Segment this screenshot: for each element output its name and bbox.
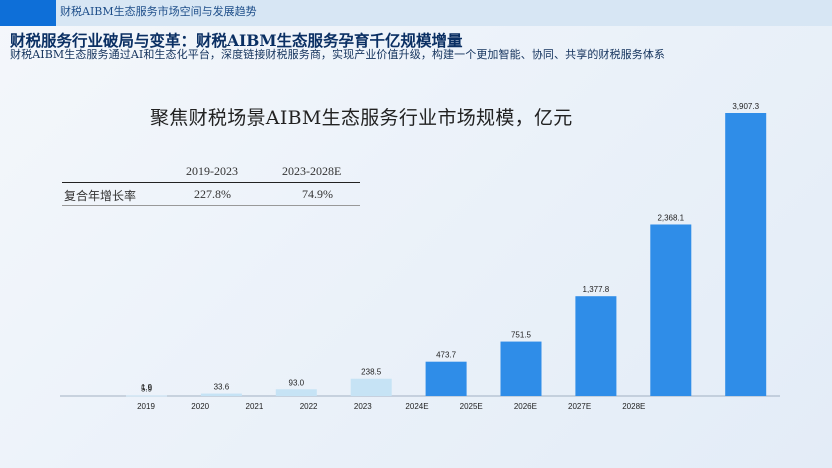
bar <box>650 224 692 396</box>
bar-value-label: 2,368.1 <box>657 213 684 222</box>
bar-value-label: 1.9 <box>141 383 153 392</box>
cagr-value: 227.8% <box>194 187 231 201</box>
bar-value-label: 5.9 <box>141 385 153 394</box>
bar-value-label: 93.0 <box>289 378 305 387</box>
x-tick-label: 2027E <box>568 402 591 411</box>
x-tick-label: 2024E <box>405 402 428 411</box>
bar-value-label: 3,907.3 <box>732 102 759 111</box>
bar <box>575 296 617 396</box>
x-tick-label: 2025E <box>460 402 483 411</box>
bar <box>126 395 167 397</box>
cagr-row-label: 复合年增长率 <box>64 189 137 203</box>
bar-value-label: 238.5 <box>361 368 382 377</box>
x-tick-label: 2021 <box>246 402 264 411</box>
bar-value-label: 473.7 <box>436 351 457 360</box>
bar-value-label: 751.5 <box>511 331 532 340</box>
top-banner: 财税AIBM生态服务市场空间与发展趋势 <box>0 0 832 26</box>
x-tick-label: 2020 <box>191 402 209 411</box>
x-tick-label: 2019 <box>137 402 155 411</box>
cagr-col-header: 2023-2028E <box>282 164 342 178</box>
bar <box>725 113 767 396</box>
bar <box>275 389 317 396</box>
banner-text: 财税AIBM生态服务市场空间与发展趋势 <box>60 5 257 18</box>
bar-value-label: 1,377.8 <box>583 285 610 294</box>
bar <box>200 393 242 396</box>
x-tick-label: 2023 <box>354 402 372 411</box>
bar <box>425 361 467 396</box>
cagr-table-row: 复合年增长率 227.8% 74.9% <box>62 182 360 206</box>
cagr-value: 74.9% <box>302 187 333 201</box>
x-tick-label: 2022 <box>300 402 318 411</box>
cagr-table: 2019-2023 2023-2028E 复合年增长率 227.8% 74.9% <box>62 160 360 206</box>
bar <box>126 395 167 397</box>
page-title: 财税服务行业破局与变革：财税AIBM生态服务孕育千亿规模增量 <box>10 31 463 50</box>
page-subtitle: 财税AIBM生态服务通过AI和生态化平台，深度链接财税服务商，实现产业价值升级，… <box>10 48 666 61</box>
cagr-table-header: 2019-2023 2023-2028E <box>62 160 360 182</box>
bar <box>500 341 542 396</box>
chart-title: 聚焦财税场景AIBM生态服务行业市场规模，亿元 <box>150 107 573 129</box>
bar <box>350 378 392 396</box>
banner-accent <box>0 0 56 26</box>
bar-value-label: 33.6 <box>214 383 230 392</box>
cagr-col-header: 2019-2023 <box>186 164 238 178</box>
x-tick-label: 2026E <box>514 402 537 411</box>
x-tick-label: 2028E <box>622 402 645 411</box>
